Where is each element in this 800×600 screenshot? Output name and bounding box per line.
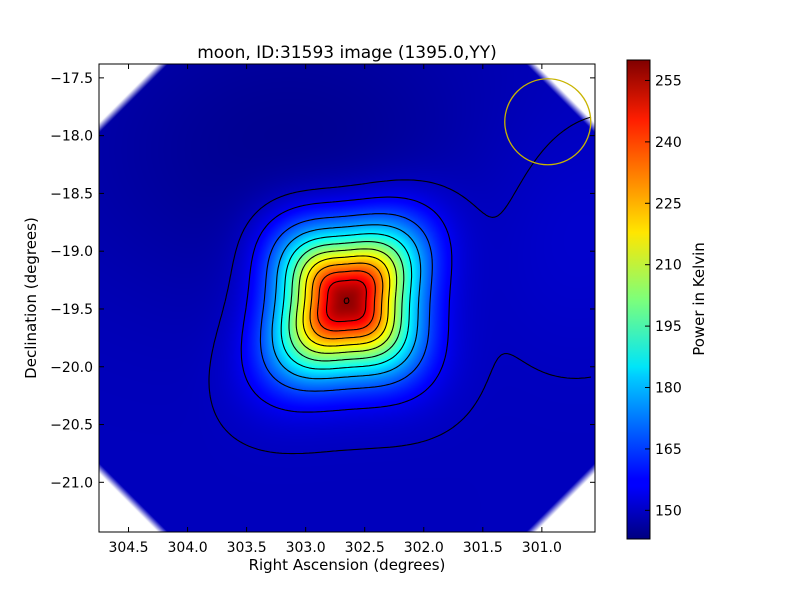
contour-line [259,213,433,392]
y-tick-label: −20.5 [50,418,93,434]
colorbar-tick-label: 255 [655,73,682,89]
contour-line [271,224,422,380]
colorbar-tick-label: 165 [655,442,682,458]
y-tick-label: −21.0 [50,475,93,491]
y-tick-label: −17.5 [50,71,93,87]
y-tick-label: −18.0 [50,129,93,145]
colorbar-gradient [626,59,651,540]
y-tick-label: −19.0 [50,244,93,260]
x-axis-label: Right Ascension (degrees) [249,556,446,574]
plot-area [98,63,596,533]
x-tick-label: 301.5 [463,540,503,556]
contour-line [302,255,391,347]
x-tick-label: 303.5 [227,540,267,556]
colorbar-tick-label: 195 [655,319,682,335]
contour-line [288,241,405,362]
plot-frame [98,63,596,533]
x-tick-label: 304.0 [168,540,208,556]
chart-title: moon, ID:31593 image (1395.0,YY) [197,43,497,63]
colorbar-ticks: 150 165 180 195 210 225 240 255 [645,73,682,519]
x-tick-label: 304.5 [108,540,148,556]
contour-line [208,116,592,455]
colorbar-tick-label: 210 [655,258,682,274]
colorbar: 150 165 180 195 210 225 240 255 Power in Kelvin [626,59,708,540]
x-axis-ticks: 304.5 304.0 303.5 303.0 302.5 302.0 301.5 301.0 [108,64,562,556]
colorbar-label: Power in Kelvin [690,242,708,356]
x-tick-label: 302.5 [345,540,385,556]
contour-lines [208,116,592,455]
y-tick-label: −18.5 [50,186,93,202]
contour-line [309,262,384,340]
colorbar-tick-label: 150 [655,503,682,519]
colorbar-tick-label: 180 [655,381,682,397]
beam-circle [504,78,592,166]
y-tick-label: −19.5 [50,302,93,318]
y-axis-label: Declination (degrees) [22,217,40,379]
contour-line [295,248,398,354]
contour-line [280,233,413,370]
contour-line [316,270,376,332]
y-tick-label: −20.0 [50,360,93,376]
x-tick-label: 303.0 [286,540,326,556]
x-tick-label: 302.0 [404,540,444,556]
contour-line [325,279,367,323]
colorbar-tick-label: 240 [655,135,682,151]
x-tick-label: 301.0 [522,540,562,556]
contour-line [343,297,350,304]
colorbar-tick-label: 225 [655,196,682,212]
y-axis-ticks: −17.5 −18.0 −18.5 −19.0 −19.5 −20.0 −20.5 −21.0 [50,71,595,491]
contour-line [240,196,453,413]
